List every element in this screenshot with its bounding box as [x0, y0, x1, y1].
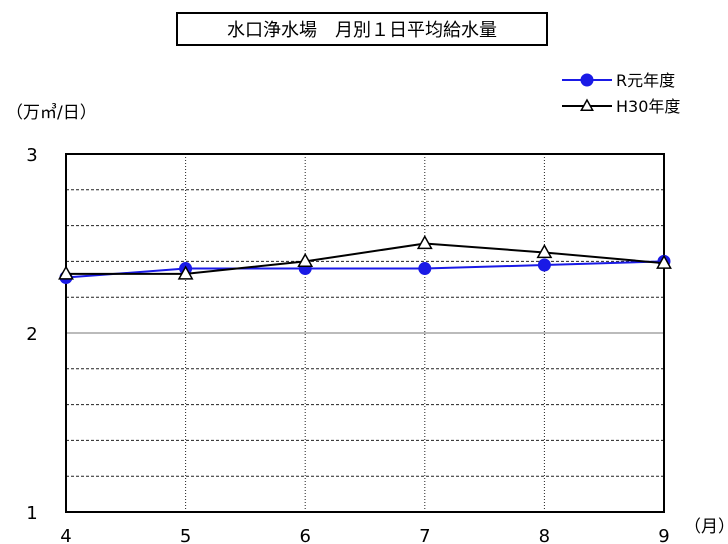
- y-tick-label: 3: [26, 145, 37, 166]
- data-point-r-gannendo: [418, 262, 432, 276]
- data-point-h30-nendo: [58, 265, 74, 280]
- legend-marker-h30-nendo: [580, 98, 594, 111]
- series-line-r-gannendo: [65, 260, 665, 279]
- data-point-h30-nendo: [656, 254, 672, 269]
- data-point-r-gannendo: [537, 258, 551, 272]
- data-point-h30-nendo: [177, 265, 194, 280]
- legend-marker-r-gannendo: [580, 73, 594, 87]
- x-tick-label: 6: [299, 526, 310, 544]
- x-tick-label: 9: [658, 526, 669, 544]
- data-point-h30-nendo: [297, 252, 314, 268]
- legend-label-h30-nendo: H30年度: [616, 97, 680, 116]
- chart-title: 水口浄水場 月別１日平均給水量: [176, 12, 548, 46]
- y-tick-label: 1: [26, 503, 37, 524]
- series-line-h30-nendo: [66, 242, 665, 275]
- y-axis-label: （万㎥/日）: [6, 103, 97, 123]
- y-tick-label: 2: [26, 324, 37, 345]
- x-tick-label: 5: [180, 526, 191, 544]
- data-point-h30-nendo: [416, 234, 433, 250]
- plot-area-border: [65, 153, 665, 513]
- legend-label-r-gannendo: R元年度: [616, 71, 675, 90]
- x-axis-label: （月）: [684, 517, 728, 537]
- x-tick-label: 4: [60, 526, 71, 544]
- x-tick-label: 7: [419, 526, 430, 544]
- x-tick-label: 8: [539, 526, 550, 544]
- data-point-h30-nendo: [536, 243, 553, 259]
